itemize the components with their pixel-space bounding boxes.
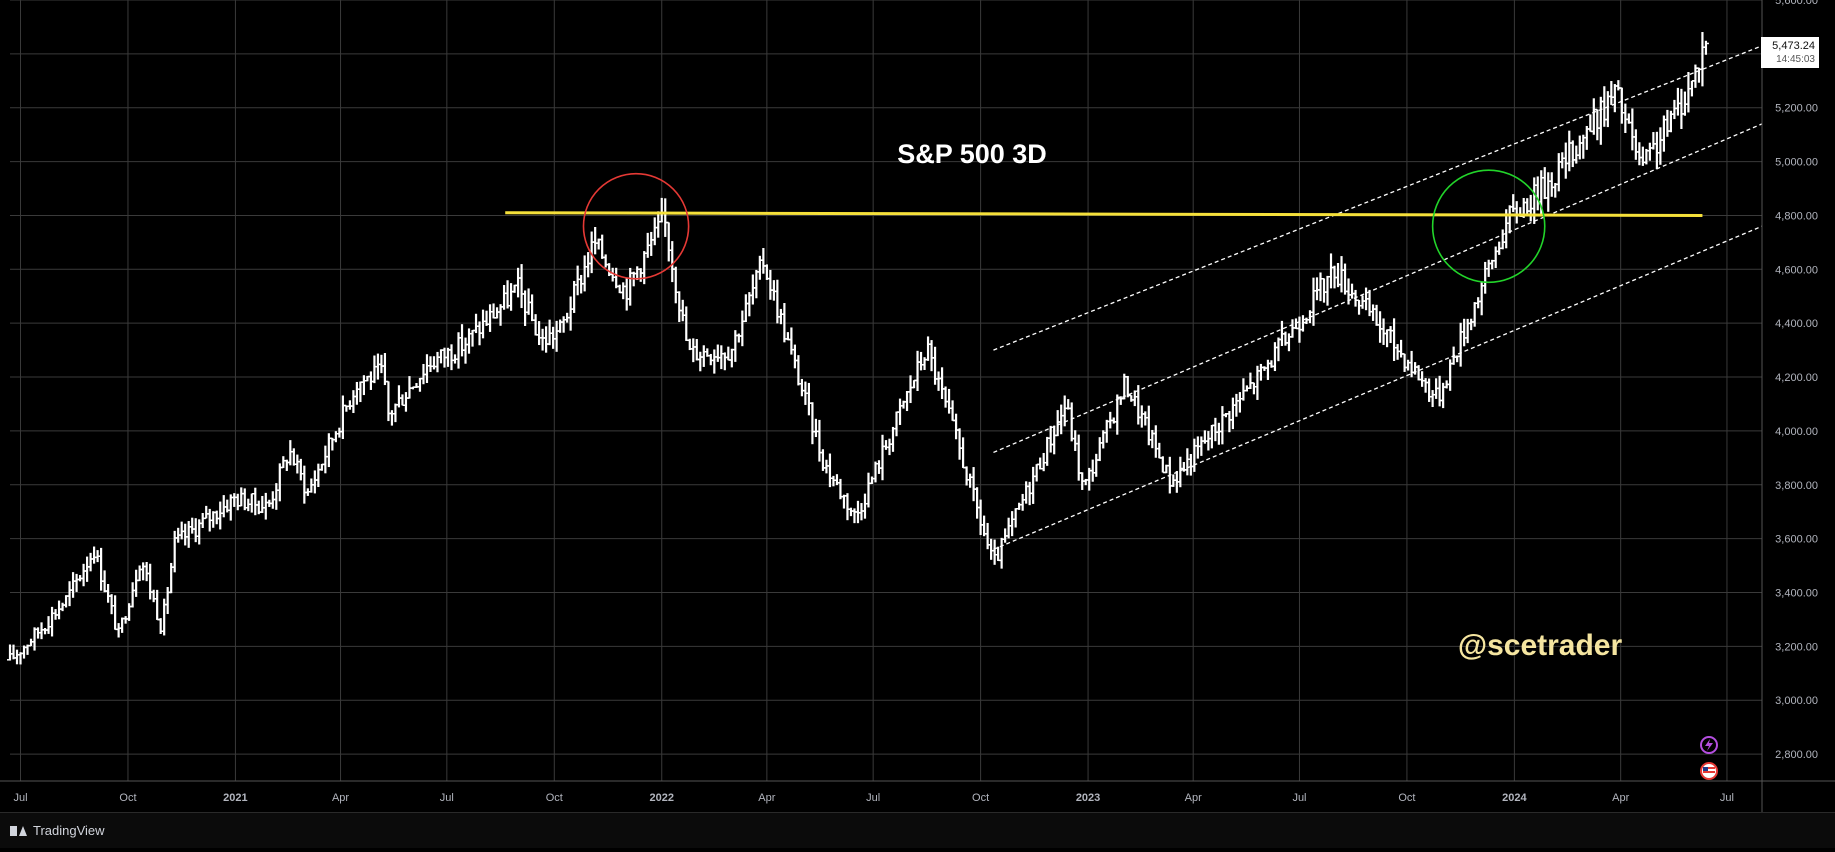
x-tick-label: Apr (758, 792, 775, 804)
us-flag-icon[interactable] (1700, 762, 1718, 780)
y-tick-label: 5,200.00 (1775, 103, 1818, 115)
resistance-line[interactable] (505, 211, 1703, 217)
lightning-glyph (1705, 739, 1713, 751)
flag-glyph (1703, 767, 1715, 773)
bar-countdown: 14:45:03 (1776, 54, 1815, 65)
x-tick-label: Oct (1398, 792, 1415, 804)
top-circle[interactable] (582, 172, 690, 280)
breakout-circle[interactable] (1431, 169, 1546, 284)
x-tick-label: Jul (1720, 792, 1734, 804)
brand-label: TradingView (33, 823, 105, 838)
x-tick-label: Jul (1292, 792, 1306, 804)
watermark-text: @scetrader (1458, 629, 1623, 662)
y-tick-label: 4,000.00 (1775, 426, 1818, 438)
tradingview-brand[interactable]: TradingView (10, 823, 105, 838)
chart-title: S&P 500 3D (897, 139, 1047, 169)
y-tick-label: 4,600.00 (1775, 264, 1818, 276)
channel-line[interactable] (993, 45, 1763, 351)
channel-line[interactable] (993, 123, 1763, 454)
axes: 5,600.005,400.005,200.005,000.004,800.00… (0, 0, 1835, 812)
x-tick-label: 2022 (650, 792, 674, 804)
y-tick-label: 3,800.00 (1775, 480, 1818, 492)
x-tick-label: Oct (546, 792, 563, 804)
y-tick-label: 2,800.00 (1775, 749, 1818, 761)
x-tick-label: 2023 (1076, 792, 1100, 804)
y-tick-label: 5,000.00 (1775, 157, 1818, 169)
x-tick-label: Apr (1185, 792, 1202, 804)
x-tick-label: 2021 (223, 792, 247, 804)
channel-line[interactable] (993, 225, 1763, 550)
y-tick-label: 3,000.00 (1775, 695, 1818, 707)
footer-bar: TradingView (0, 812, 1835, 848)
y-tick-label: 5,600.00 (1775, 0, 1818, 7)
x-tick-label: Jul (866, 792, 880, 804)
current-price: 5,473.24 (1772, 40, 1815, 52)
x-tick-label: Oct (972, 792, 989, 804)
drawings (505, 45, 1763, 550)
grid (10, 0, 1762, 781)
y-tick-label: 3,200.00 (1775, 641, 1818, 653)
x-tick-label: 2024 (1502, 792, 1527, 804)
x-tick-label: Apr (332, 792, 349, 804)
y-tick-label: 4,200.00 (1775, 372, 1818, 384)
tradingview-logo-icon (10, 825, 28, 837)
x-tick-label: Jul (440, 792, 454, 804)
y-tick-label: 3,600.00 (1775, 534, 1818, 546)
lightning-icon[interactable] (1700, 736, 1718, 754)
x-tick-label: Oct (119, 792, 136, 804)
y-tick-label: 3,400.00 (1775, 587, 1818, 599)
current-price-tag: 5,473.24 14:45:03 (1761, 37, 1819, 68)
y-tick-label: 4,400.00 (1775, 318, 1818, 330)
ohlc-bars (7, 32, 1709, 665)
x-tick-label: Apr (1612, 792, 1629, 804)
x-tick-label: Jul (13, 792, 27, 804)
y-tick-label: 4,800.00 (1775, 210, 1818, 222)
